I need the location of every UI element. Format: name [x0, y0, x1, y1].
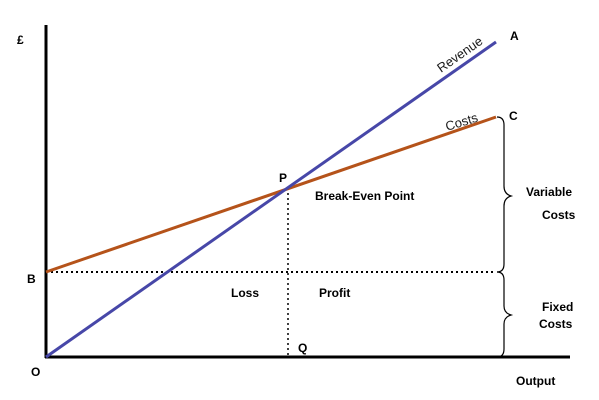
x-axis-label: Output — [516, 374, 555, 388]
origin-label: O — [31, 365, 40, 379]
variable-costs-label-line1: Variable — [526, 185, 572, 199]
fixed-costs-label-line2: Costs — [539, 317, 573, 331]
revenue-line — [45, 40, 497, 359]
costs-line — [45, 115, 497, 274]
loss-label: Loss — [231, 286, 259, 300]
point-b-label: B — [27, 272, 36, 286]
variable-costs-label-line2: Costs — [542, 208, 576, 222]
profit-label: Profit — [319, 286, 350, 300]
variable-costs-brace — [496, 116, 514, 273]
point-a-label: A — [510, 29, 519, 43]
point-p-label: P — [279, 171, 287, 185]
fixed-costs-brace — [496, 271, 514, 358]
y-axis-symbol: £ — [17, 33, 24, 47]
fixed-costs-label-line1: Fixed — [542, 300, 573, 314]
break-even-point-label: Break-Even Point — [315, 189, 414, 203]
point-c-label: C — [509, 109, 518, 123]
point-q-label: Q — [298, 341, 307, 355]
